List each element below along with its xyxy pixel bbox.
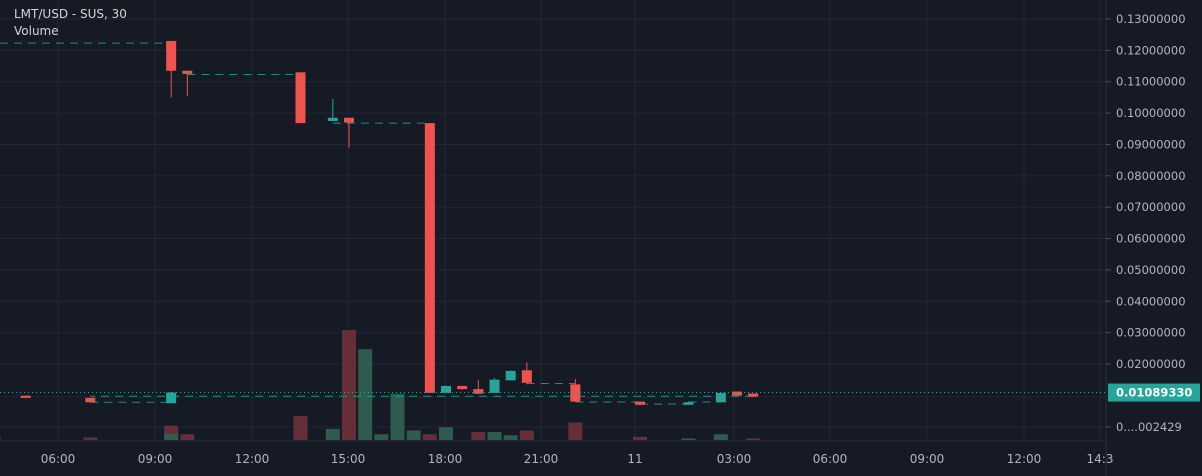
x-tick-label: 15:00 [331,452,366,466]
volume-label: Volume [14,24,59,38]
candle-body [441,385,451,393]
volume-bar [422,434,437,440]
volume-bar [358,349,373,440]
y-tick-label: 0.07000000 [1116,200,1186,214]
volume-bar [374,434,389,440]
x-tick-label: 18:00 [428,452,463,466]
candle-body [327,117,338,121]
y-tick-label: 0.06000000 [1116,232,1186,246]
x-tick-label: 12:00 [1007,452,1042,466]
volume-bar [390,393,405,440]
x-tick-label: 09:00 [910,452,945,466]
volume-bar [164,433,179,440]
volume-bar [681,438,696,440]
x-tick-label: 12:00 [235,452,270,466]
x-tick-label: 09:00 [138,452,173,466]
candle-body [295,72,306,124]
y-tick-label: 0.10000000 [1116,106,1186,120]
y-tick-label: 0.13000000 [1116,12,1186,26]
y-tick-label: 0.04000000 [1116,294,1186,308]
candle-body [166,40,177,71]
volume-bar [471,432,486,440]
candle-body [344,117,354,123]
volume-bar [180,434,195,440]
y-tick-label: 0.05000000 [1116,263,1186,277]
candle-body [715,392,726,403]
last-price-tag [1108,383,1200,402]
volume-bar [487,432,502,440]
x-tick-label: 06:00 [813,452,848,466]
volume-bar [713,434,728,440]
y-tick-label: 0.09000000 [1116,137,1186,151]
x-tick-label: 03:00 [717,452,752,466]
x-tick-label: 06:00 [41,452,76,466]
volume-bar [406,430,421,440]
candle-body [182,70,193,74]
candle-body [473,389,484,394]
candle-body [521,370,532,383]
last-price-label: 0.01089330 [1116,386,1192,400]
volume-bar [439,427,453,440]
volume-bar [568,422,583,440]
candle-body [85,397,96,403]
candle-body [635,401,645,405]
candle-body [748,393,759,397]
chart-legend: LMT/USD - SUS, 30 Volume [14,6,127,40]
chart-title: LMT/USD - SUS, 30 [14,7,127,21]
volume-bar [746,438,761,440]
candle-body [424,123,435,393]
candle-body [20,395,31,398]
volume-bar [503,435,518,440]
candle-body [570,384,581,402]
candle-body [732,391,742,396]
candle-body [166,392,177,404]
y-tick-label: 0.02000000 [1116,357,1186,371]
volume-bar [519,430,534,440]
x-tick-label: 14:3 [1087,452,1114,466]
y-tick-label: 0.11000000 [1116,75,1186,89]
y-tick-label: 0.03000000 [1116,326,1186,340]
y-tick-label: 0.08000000 [1116,169,1186,183]
candle-body [683,402,694,405]
volume-bar [325,428,340,440]
x-tick-label: 21:00 [524,452,559,466]
volume-bar [293,416,308,440]
volume-bar [83,437,98,440]
volume-bar [342,330,356,440]
candle-body [457,385,468,390]
volume-bar [633,436,647,440]
y-tick-label: 0.12000000 [1116,43,1186,57]
candle-body [489,379,500,393]
x-tick-label: 11 [627,452,642,466]
volume-axis-label: 0....002429 [1116,420,1182,434]
candle-body [505,370,516,381]
